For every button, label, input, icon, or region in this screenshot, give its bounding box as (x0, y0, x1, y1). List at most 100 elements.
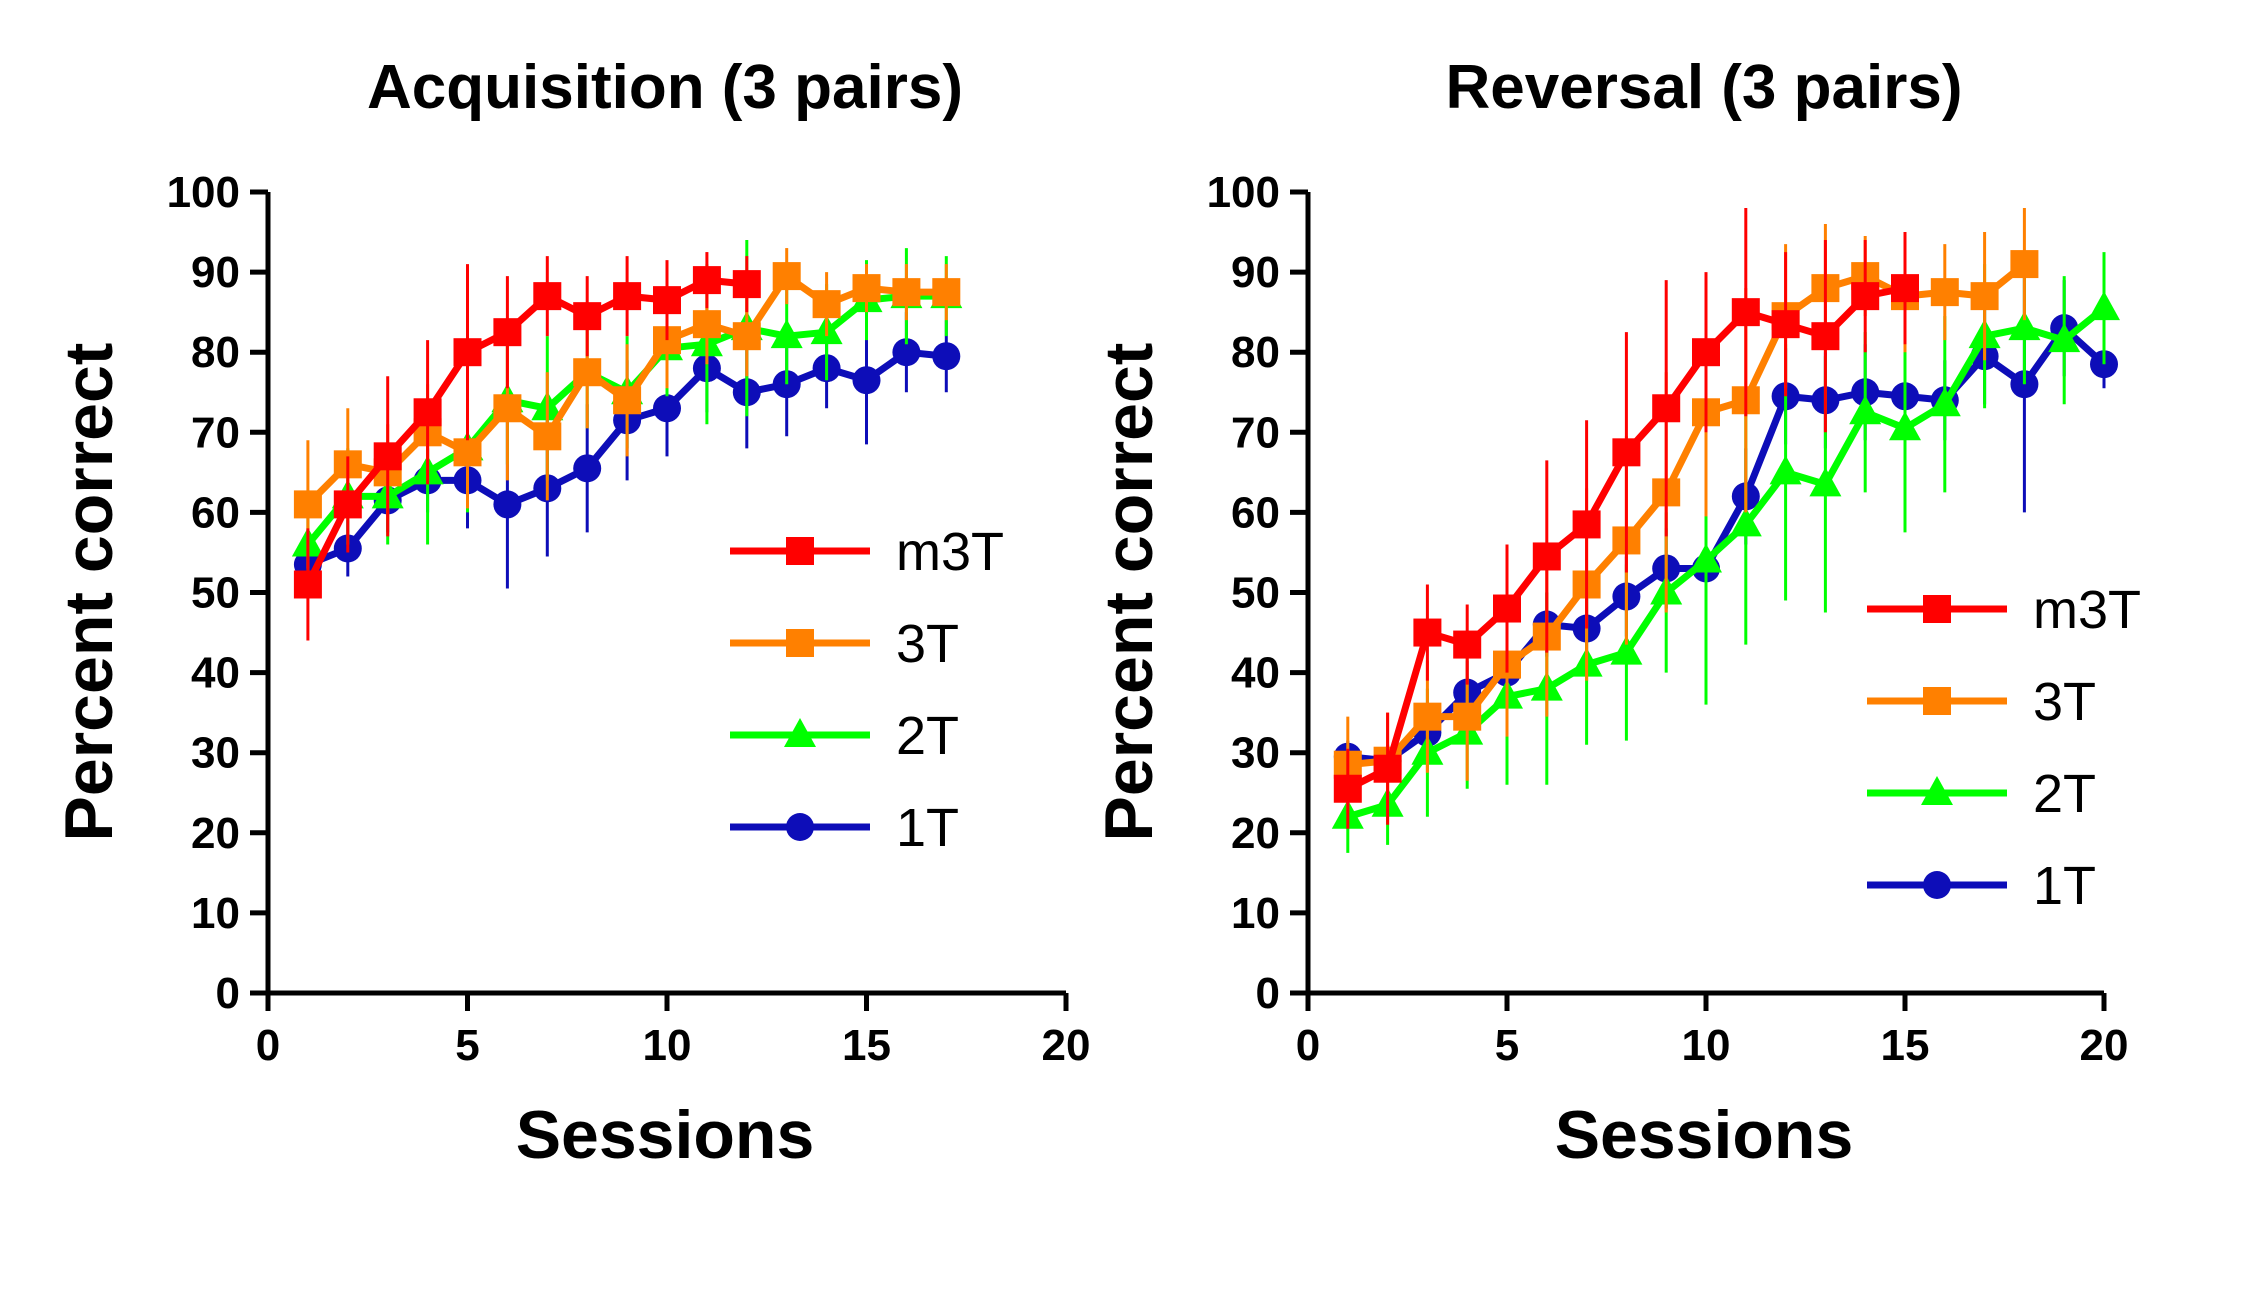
x-tick-label: 15 (842, 1021, 891, 1070)
data-point (1333, 774, 1362, 803)
legend-item-m3T: m3T (730, 522, 1004, 582)
data-point (573, 358, 602, 387)
legend-label: 2T (896, 706, 959, 766)
data-point (852, 274, 881, 303)
series-line (304, 276, 748, 587)
data-point (613, 386, 642, 415)
acquisition-chart: Acquisition (3 pairs) Percent correct Se… (51, 53, 1090, 1173)
x-tick-label: 20 (2080, 1021, 2129, 1070)
data-point (1453, 702, 1482, 731)
data-point (1612, 438, 1641, 467)
series-line (1347, 261, 2027, 769)
y-axis-label: Percent correct (1091, 343, 1167, 842)
data-point (413, 398, 442, 427)
legend-marker (1923, 871, 1951, 899)
y-tick-label: 20 (1231, 809, 1280, 858)
series-3T (1333, 208, 2039, 813)
legend-marker (784, 718, 816, 747)
y-tick-label: 60 (191, 488, 240, 537)
legend-label: 1T (2033, 856, 2096, 916)
x-tick-label: 10 (1682, 1021, 1731, 1070)
legend-label: 2T (2033, 764, 2096, 824)
legend-marker (786, 813, 814, 841)
data-point (2088, 291, 2120, 321)
data-point (892, 278, 921, 307)
y-axis-label: Percent correct (51, 343, 127, 842)
y-tick-label: 0 (216, 969, 240, 1018)
data-point (453, 338, 482, 367)
data-point (812, 290, 841, 319)
data-point (1811, 322, 1840, 351)
y-tick-label: 50 (191, 569, 240, 618)
x-tick-label: 0 (256, 1021, 280, 1070)
data-point (1731, 298, 1760, 327)
data-point (533, 282, 562, 311)
reversal-chart: Reversal (3 pairs) Percent correct Sessi… (1091, 53, 2141, 1173)
x-axis-label: Sessions (516, 1097, 815, 1173)
data-point (1928, 387, 1961, 417)
data-point (293, 570, 322, 599)
x-axis-label: Sessions (1555, 1097, 1854, 1173)
y-tick-label: 30 (1231, 729, 1280, 778)
legend-marker (1923, 687, 1951, 715)
data-point (2008, 311, 2041, 341)
data-point (653, 394, 681, 423)
data-point (573, 302, 602, 331)
y-tick-label: 20 (191, 809, 240, 858)
data-point (1771, 310, 1800, 339)
data-point (770, 319, 803, 349)
series-2T (1331, 252, 2120, 853)
data-point (1849, 395, 1882, 425)
y-tick-label: 0 (1256, 969, 1280, 1018)
data-point (333, 490, 362, 519)
data-point (1769, 455, 1802, 485)
data-point (772, 262, 801, 291)
data-point (692, 310, 721, 339)
data-point (1970, 282, 1999, 311)
data-point (1692, 338, 1720, 367)
data-point (613, 282, 642, 311)
data-point (573, 454, 602, 483)
data-point (493, 490, 522, 519)
chart-title: Reversal (3 pairs) (1446, 53, 1963, 122)
data-point (1493, 594, 1521, 623)
x-tick-label: 15 (1881, 1021, 1930, 1070)
legend-label: 1T (896, 798, 959, 858)
legend-item-1T: 1T (1867, 856, 2096, 916)
data-point (1413, 618, 1442, 647)
data-point (892, 338, 921, 367)
y-tick-label: 80 (191, 328, 240, 377)
data-point (1891, 274, 1919, 303)
y-tick-label: 100 (167, 168, 240, 217)
y-tick-label: 70 (1231, 408, 1280, 457)
data-point (1729, 507, 1762, 537)
data-point (1413, 702, 1442, 731)
data-point (932, 342, 961, 371)
y-tick-label: 90 (191, 248, 240, 297)
data-point (1652, 394, 1681, 423)
data-point (493, 394, 522, 423)
series-m3T (1333, 208, 1919, 829)
axes: 0 10 20 30 40 50 60 70 80 90 100 0 5 10 15 20 (1207, 168, 2129, 1070)
plot-area (1331, 208, 2120, 853)
y-tick-label: 60 (1231, 488, 1280, 537)
data-point (293, 490, 322, 519)
legend-item-m3T: m3T (1867, 580, 2141, 640)
legend-label: m3T (896, 522, 1004, 582)
data-point (1532, 542, 1561, 571)
data-point (373, 442, 402, 471)
x-tick-label: 20 (1042, 1021, 1091, 1070)
data-point (533, 422, 562, 451)
x-tick-label: 5 (455, 1021, 479, 1070)
legend-item-2T: 2T (730, 706, 959, 766)
data-point (453, 438, 482, 467)
data-point (1889, 411, 1921, 441)
data-point (1373, 754, 1402, 783)
axes: 0 10 20 30 40 50 60 70 80 90 100 0 5 10 15 20 (167, 168, 1091, 1070)
y-tick-label: 90 (1231, 248, 1280, 297)
data-point (493, 318, 522, 347)
data-point (1809, 467, 1842, 497)
data-point (2048, 323, 2081, 353)
data-point (1610, 635, 1643, 665)
legend-marker (1921, 776, 1953, 805)
